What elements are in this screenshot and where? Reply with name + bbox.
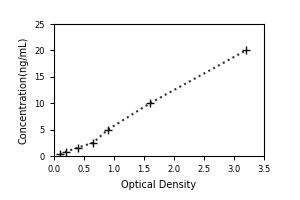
Point: [76, 146, 80, 149]
Point: [91, 141, 95, 144]
Point: [58, 153, 62, 156]
Point: [148, 102, 152, 105]
Point: [244, 49, 248, 52]
Y-axis label: Concentration(ng/mL): Concentration(ng/mL): [19, 36, 29, 144]
Point: [64, 150, 68, 153]
X-axis label: Optical Density: Optical Density: [122, 180, 196, 190]
Point: [106, 128, 110, 131]
